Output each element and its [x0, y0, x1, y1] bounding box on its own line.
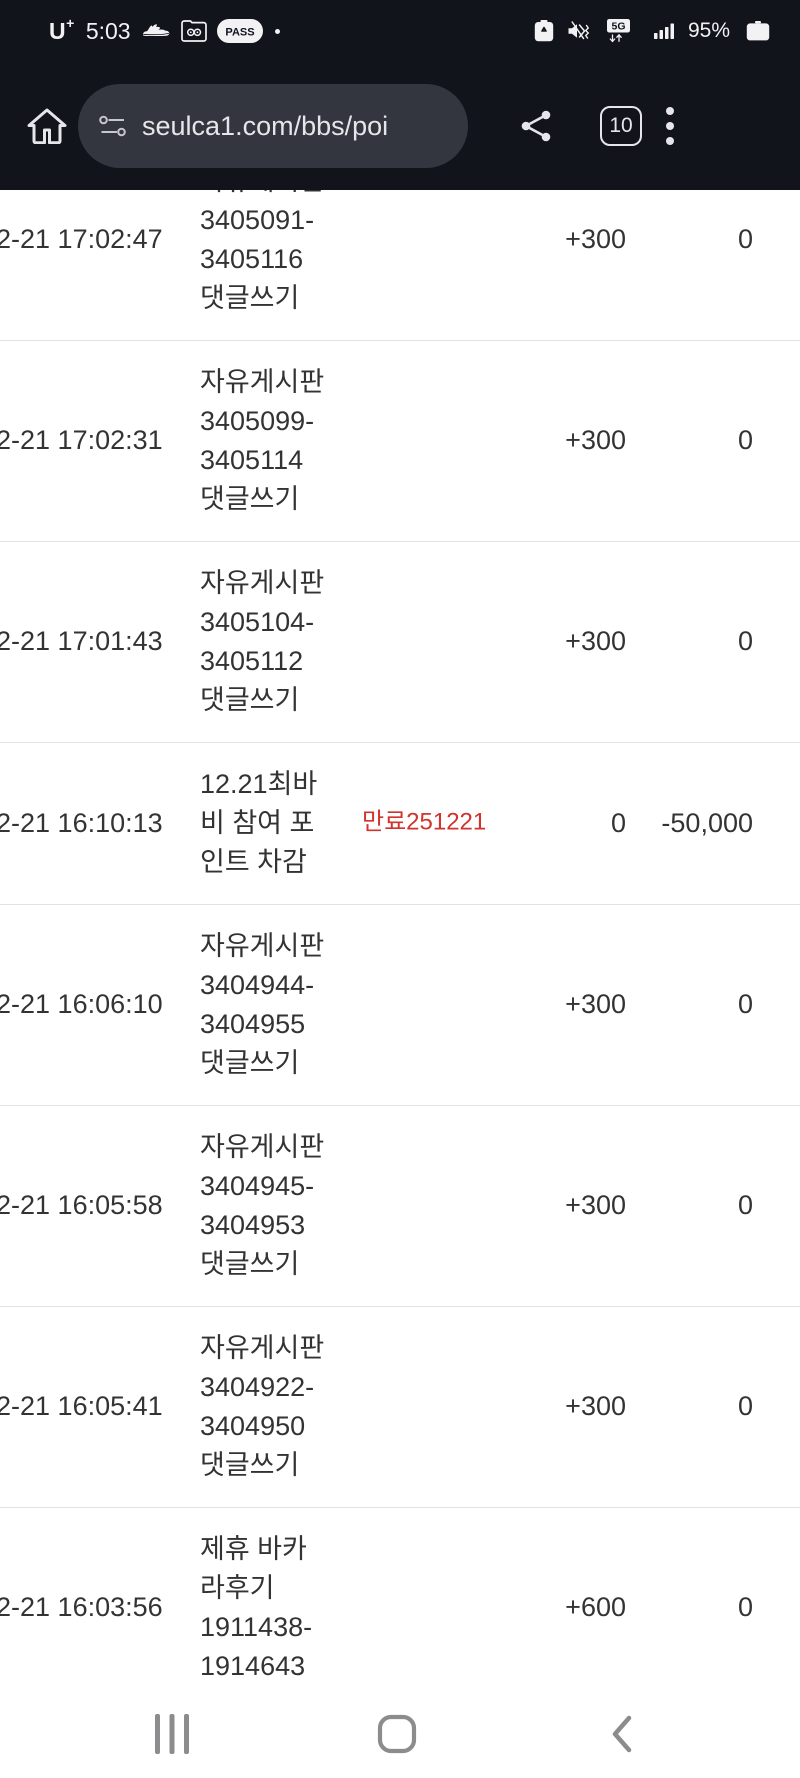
- svg-text:PASS: PASS: [225, 27, 254, 39]
- svg-text:5G: 5G: [611, 21, 625, 33]
